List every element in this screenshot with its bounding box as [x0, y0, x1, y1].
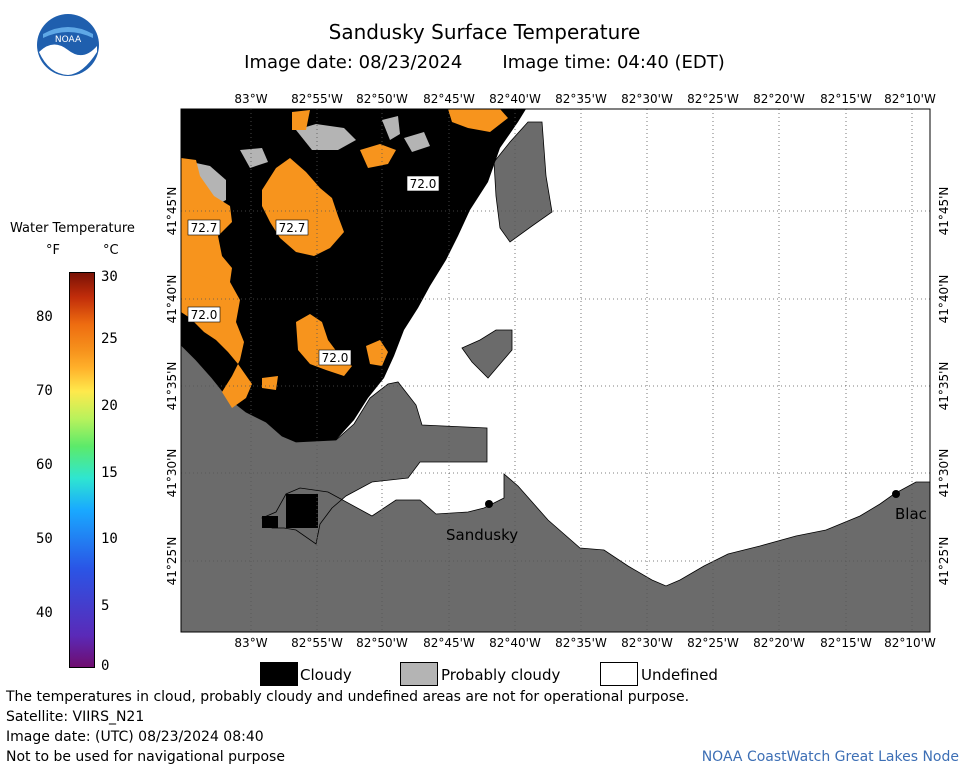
c-tick-20: 20 — [101, 398, 118, 414]
temperature-labels: 72.0 72.7 72.7 72.0 72.0 — [187, 175, 440, 366]
svg-text:41°40'N: 41°40'N — [165, 275, 179, 324]
warm-water-patch — [262, 376, 278, 390]
svg-text:41°45'N: 41°45'N — [165, 187, 179, 236]
svg-text:82°20'W: 82°20'W — [753, 92, 805, 106]
map-title: Sandusky Surface Temperature — [328, 20, 641, 44]
c-tick-5: 5 — [101, 598, 110, 614]
footer-disclaimer: The temperatures in cloud, probably clou… — [6, 689, 690, 705]
warm-water-north — [360, 144, 396, 168]
land-south-shore — [180, 344, 931, 633]
warm-water-south-2 — [366, 340, 388, 366]
footer-credit: NOAA CoastWatch Great Lakes Node — [701, 749, 959, 765]
f-tick-70: 70 — [36, 383, 53, 399]
svg-text:41°35'N: 41°35'N — [165, 362, 179, 411]
sandusky-marker — [485, 500, 493, 508]
f-tick-40: 40 — [36, 605, 53, 621]
place-black-river: Blac — [895, 505, 927, 523]
svg-text:82°15'W: 82°15'W — [820, 92, 872, 106]
place-sandusky: Sandusky — [446, 526, 518, 544]
noaa-logo: NOAA — [37, 14, 99, 76]
warm-water-northeast — [448, 109, 508, 132]
probably-cloudy-center — [240, 148, 268, 168]
image-time: Image time: 04:40 (EDT) — [502, 52, 725, 73]
colorbar-title: Water Temperature — [10, 221, 135, 236]
longitude-labels-bottom: 83°W 82°55'W 82°50'W 82°45'W 82°40'W 82°… — [234, 636, 936, 650]
c-tick-30: 30 — [101, 269, 118, 285]
svg-text:82°35'W: 82°35'W — [555, 636, 607, 650]
image-date-time: Image date: 08/23/2024 Image time: 04:40 … — [0, 52, 969, 73]
probably-cloudy-north — [296, 124, 356, 150]
cloud-sandusky-bay-2 — [262, 516, 278, 528]
c-tick-15: 15 — [101, 465, 118, 481]
c-tick-0: 0 — [101, 658, 110, 674]
black-river-marker — [892, 490, 900, 498]
latitude-labels-right: 41°45'N 41°40'N 41°35'N 41°30'N 41°25'N — [937, 187, 951, 586]
svg-text:82°55'W: 82°55'W — [291, 636, 343, 650]
warm-water-north-2 — [292, 110, 310, 130]
svg-text:82°20'W: 82°20'W — [753, 636, 805, 650]
colorbar-unit-c: °C — [103, 243, 119, 258]
legend-cloudy-label: Cloudy — [300, 666, 352, 684]
f-tick-60: 60 — [36, 457, 53, 473]
temp-label-4: 72.0 — [191, 308, 218, 322]
colorbar — [69, 272, 95, 668]
svg-text:82°25'W: 82°25'W — [687, 92, 739, 106]
temp-label-3: 72.7 — [279, 221, 306, 235]
c-tick-25: 25 — [101, 331, 118, 347]
legend-probably-cloudy-label: Probably cloudy — [441, 666, 561, 684]
svg-text:82°50'W: 82°50'W — [356, 92, 408, 106]
probably-cloudy-north-3 — [404, 132, 430, 152]
footer-satellite: Satellite: VIIRS_N21 — [6, 709, 145, 725]
svg-text:82°45'W: 82°45'W — [423, 92, 475, 106]
image-date: Image date: 08/23/2024 — [244, 52, 463, 73]
temp-label-1: 72.0 — [410, 177, 437, 191]
longitude-labels-top: 83°W 82°55'W 82°50'W 82°45'W 82°40'W 82°… — [234, 92, 936, 106]
temp-label-5: 72.0 — [322, 351, 349, 365]
svg-text:41°30'N: 41°30'N — [165, 449, 179, 498]
island-kelleys — [461, 329, 513, 379]
svg-text:82°50'W: 82°50'W — [356, 636, 408, 650]
svg-text:41°30'N: 41°30'N — [937, 449, 951, 498]
svg-text:82°45'W: 82°45'W — [423, 636, 475, 650]
footer-utc-date: Image date: (UTC) 08/23/2024 08:40 — [6, 729, 264, 745]
cloud-sandusky-bay — [286, 494, 318, 528]
probably-cloudy-north-2 — [382, 116, 400, 140]
noaa-logo-text: NOAA — [55, 35, 82, 45]
svg-text:83°W: 83°W — [234, 92, 267, 106]
svg-text:82°25'W: 82°25'W — [687, 636, 739, 650]
svg-text:82°30'W: 82°30'W — [621, 92, 673, 106]
land-peninsula — [493, 121, 553, 243]
latitude-labels-left: 41°45'N 41°40'N 41°35'N 41°30'N 41°25'N — [165, 187, 179, 586]
svg-text:41°40'N: 41°40'N — [937, 275, 951, 324]
svg-text:41°45'N: 41°45'N — [937, 187, 951, 236]
f-tick-50: 50 — [36, 531, 53, 547]
footer-nav-warning: Not to be used for navigational purpose — [6, 749, 285, 765]
svg-text:82°55'W: 82°55'W — [291, 92, 343, 106]
svg-text:41°35'N: 41°35'N — [937, 362, 951, 411]
svg-text:82°15'W: 82°15'W — [820, 636, 872, 650]
legend-undefined-swatch — [600, 662, 638, 686]
legend-cloudy-swatch — [260, 662, 298, 686]
svg-text:41°25'N: 41°25'N — [937, 537, 951, 586]
legend-undefined-label: Undefined — [641, 666, 718, 684]
legend-probably-cloudy-swatch — [400, 662, 438, 686]
svg-text:82°10'W: 82°10'W — [884, 636, 936, 650]
f-tick-80: 80 — [36, 309, 53, 325]
svg-text:82°40'W: 82°40'W — [489, 636, 541, 650]
map-border — [180, 108, 931, 633]
svg-text:82°30'W: 82°30'W — [621, 636, 673, 650]
svg-text:82°35'W: 82°35'W — [555, 92, 607, 106]
svg-text:82°10'W: 82°10'W — [884, 92, 936, 106]
svg-text:83°W: 83°W — [234, 636, 267, 650]
svg-text:41°25'N: 41°25'N — [165, 537, 179, 586]
temp-label-2: 72.7 — [191, 221, 218, 235]
svg-text:82°40'W: 82°40'W — [489, 92, 541, 106]
map-grid — [181, 109, 930, 632]
c-tick-10: 10 — [101, 531, 118, 547]
colorbar-unit-f: °F — [46, 243, 60, 258]
